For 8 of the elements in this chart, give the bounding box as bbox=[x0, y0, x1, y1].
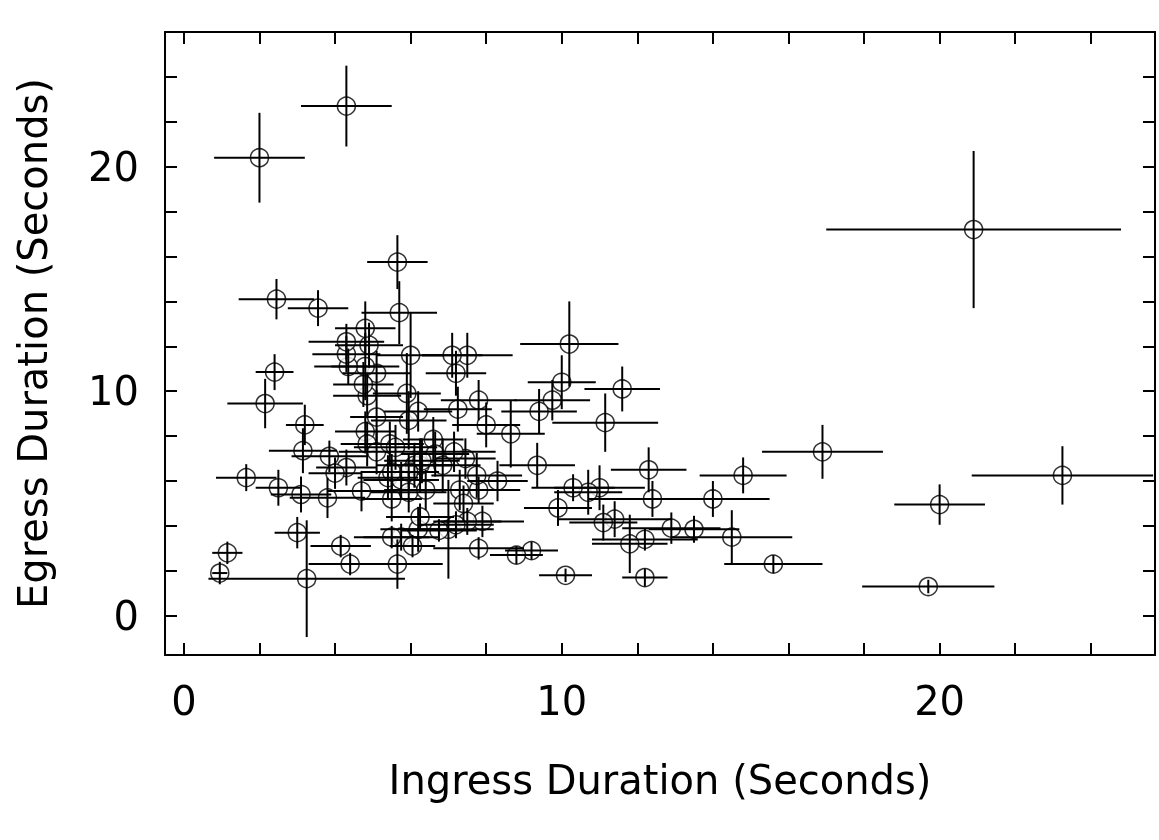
y-axis-title: Egress Duration (Seconds) bbox=[10, 78, 56, 609]
x-tick-label: 10 bbox=[536, 678, 588, 724]
y-tick-label: 20 bbox=[88, 143, 139, 190]
y-tick-label: 0 bbox=[113, 592, 139, 639]
y-tick-label: 10 bbox=[88, 368, 139, 415]
x-tick-label: 0 bbox=[171, 678, 197, 724]
x-axis-title: Ingress Duration (Seconds) bbox=[388, 757, 932, 803]
x-tick-label: 20 bbox=[914, 678, 966, 724]
